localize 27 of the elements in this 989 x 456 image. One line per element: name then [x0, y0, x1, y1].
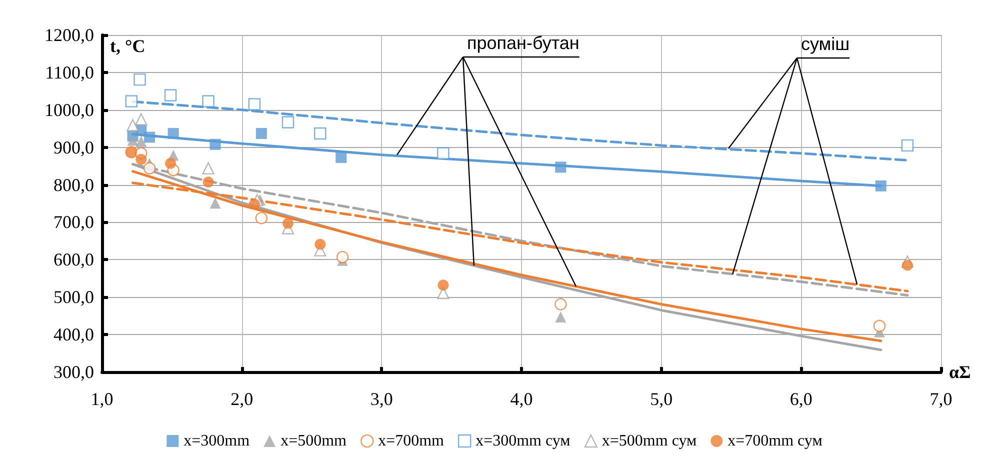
x-tick-label: 4,0 — [510, 389, 533, 409]
annotation: пропан-бутан — [467, 33, 580, 54]
x-tick-label: 1,0 — [90, 389, 114, 409]
y-tick-label: 900,0 — [54, 137, 94, 158]
legend-label: x=500mm — [280, 432, 348, 450]
y-tick-label: 1200,0 — [44, 25, 94, 45]
x-tick-label: 2,0 — [230, 389, 254, 409]
x-tick-label: 3,0 — [370, 389, 393, 409]
legend-label: x=300mm сум — [476, 432, 570, 450]
legend-label: x=300mm — [184, 432, 250, 450]
y-tick-label: 500,0 — [54, 287, 94, 308]
y-tick-label: 1000,0 — [44, 100, 94, 120]
y-tick-label: 400,0 — [54, 324, 94, 345]
y-axis-title: t, °C — [110, 36, 146, 56]
annotation: суміш — [801, 34, 850, 55]
y-tick-label: 800,0 — [54, 174, 94, 195]
x-tick-label: 5,0 — [650, 389, 673, 409]
legend-label: x=700mm сум — [728, 432, 822, 450]
legend-label: x=500mm сум — [602, 432, 697, 450]
y-tick-label: 300,0 — [54, 362, 94, 382]
y-tick-label: 600,0 — [54, 250, 94, 270]
x-tick-label: 7,0 — [930, 389, 952, 409]
x-tick-label: 6,0 — [790, 389, 812, 409]
legend-label: x=700mm — [378, 432, 445, 450]
y-tick-label: 700,0 — [54, 212, 94, 232]
y-tick-label: 1100,0 — [45, 62, 94, 82]
x-axis-title: αΣ — [949, 362, 971, 382]
